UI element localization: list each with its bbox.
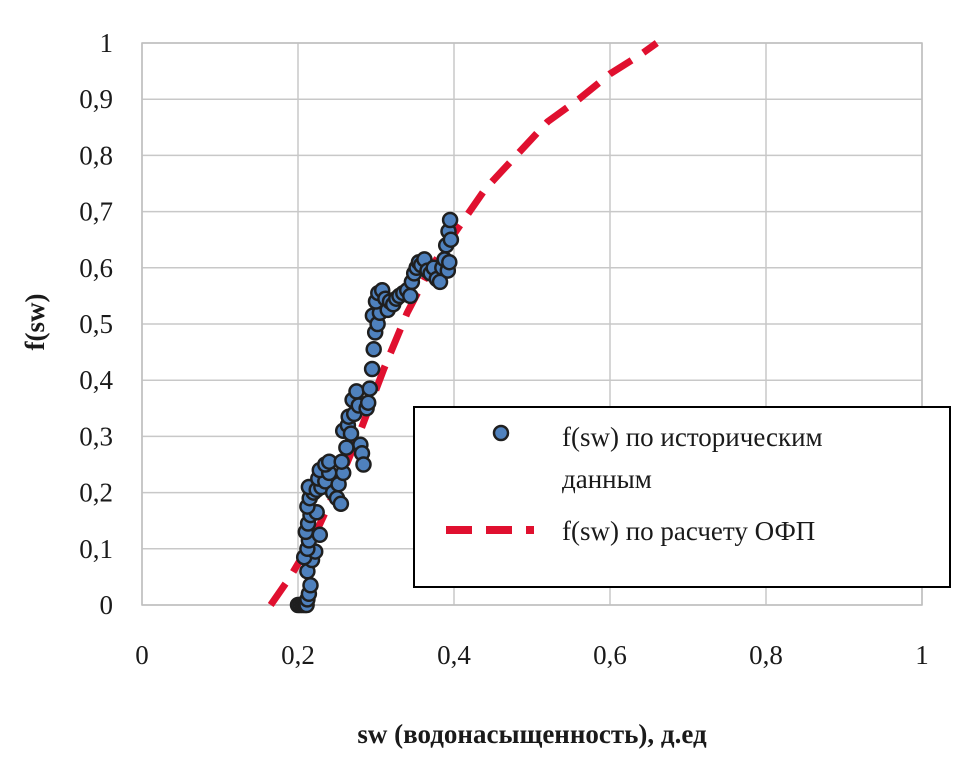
plot-area	[141, 42, 923, 606]
historical-points	[289, 211, 460, 614]
y-tick-label: 0,4	[79, 365, 113, 395]
legend-label-historical-line2: данным	[562, 464, 652, 494]
x-tick-label: 0,4	[437, 640, 471, 670]
historical-data-point	[441, 253, 458, 271]
historical-data-point	[365, 341, 382, 358]
historical-data-point	[332, 495, 350, 513]
y-axis-title: f(sw)	[20, 294, 50, 351]
legend: f(sw) по историческим данным f(sw) по ра…	[413, 406, 951, 588]
historical-data-point	[348, 383, 365, 400]
y-axis-ticks: 0 0,1 0,2 0,3 0,4 0,5 0,6 0,7 0,8 0,9 1	[79, 28, 113, 620]
y-tick-label: 0,1	[79, 534, 113, 564]
y-tick-label: 0,2	[79, 478, 113, 508]
x-tick-label: 0,6	[593, 640, 627, 670]
calculated-curve	[267, 40, 659, 607]
historical-data-point	[333, 453, 350, 470]
historical-data-point	[338, 439, 355, 456]
y-tick-label: 0	[100, 590, 114, 620]
legend-label-calculated: f(sw) по расчету ОФП	[562, 516, 815, 546]
historical-data-point	[311, 526, 329, 544]
historical-data-point	[363, 360, 381, 378]
y-tick-label: 0,5	[79, 309, 113, 339]
y-tick-label: 0,3	[79, 421, 113, 451]
y-tick-label: 0,7	[79, 197, 113, 227]
historical-data-point	[441, 211, 459, 229]
historical-data-point	[302, 577, 319, 594]
x-axis-ticks: 0 0,2 0,4 0,6 0,8 1	[135, 640, 929, 670]
x-tick-label: 0	[135, 640, 149, 670]
calculated-series-line	[267, 40, 659, 607]
y-tick-label: 0,8	[79, 140, 113, 170]
x-tick-label: 1	[915, 640, 929, 670]
x-tick-label: 0,2	[281, 640, 315, 670]
historical-data-point	[402, 287, 419, 305]
historical-data-point	[442, 231, 460, 248]
historical-data-point	[361, 380, 379, 397]
x-tick-label: 0,8	[749, 640, 783, 670]
y-tick-label: 0,6	[79, 253, 113, 283]
y-tick-label: 0,9	[79, 84, 113, 114]
legend-label-historical-line1: f(sw) по историческим	[562, 422, 823, 452]
x-axis-title: sw (водонасыщенность), д.ед	[357, 719, 707, 749]
y-tick-label: 1	[100, 28, 114, 58]
legend-marker-historical	[492, 424, 510, 442]
historical-data-point	[355, 456, 372, 473]
historical-data-point	[342, 425, 360, 442]
historical-data-point	[359, 394, 377, 411]
